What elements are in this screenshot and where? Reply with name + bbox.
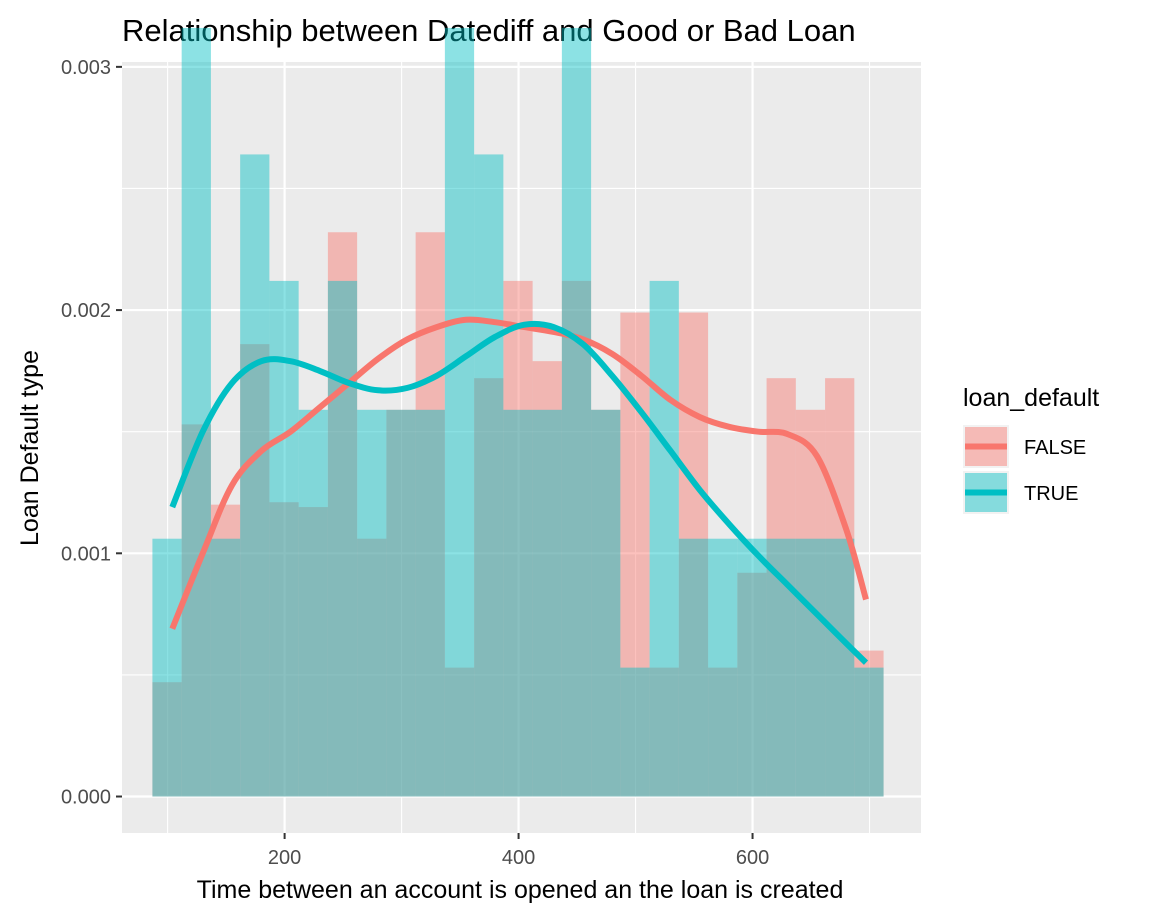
histogram-bar-true [503, 409, 533, 797]
histogram-bar-true [678, 538, 709, 797]
histogram-bar-false [386, 409, 416, 797]
histogram-bar-true [386, 409, 416, 797]
histogram-bar-true [737, 538, 767, 797]
plot-panel [122, 62, 921, 833]
histogram-bar-false [240, 344, 270, 797]
histogram-bar-false [708, 667, 738, 797]
histogram-bar-false [532, 361, 562, 797]
histogram-bar-false [152, 682, 182, 797]
chart-title: Relationship between Datediff and Good o… [122, 13, 856, 48]
x-axis: 200 400 600 [268, 833, 769, 869]
histogram-bar-false [357, 538, 387, 797]
legend-label-true: TRUE [1024, 483, 1078, 505]
histogram-bar-false [503, 280, 533, 797]
histogram-bar-true [240, 154, 270, 797]
histogram-bar-true [210, 538, 241, 797]
histogram-bar-true [357, 409, 387, 797]
histogram-bar-true [561, 27, 592, 797]
density-curve-true [169, 320, 869, 665]
histogram-bar-false [181, 424, 211, 797]
x-tick-label: 200 [268, 847, 301, 869]
histogram-bar-false [678, 312, 709, 797]
x-tick-label: 600 [736, 847, 769, 869]
histogram-bar-true [620, 667, 650, 797]
y-tick-label: 0.002 [61, 300, 111, 322]
density-curves [169, 316, 869, 665]
histogram-bar-true [854, 667, 884, 797]
histogram-bar-true [532, 409, 562, 797]
histogram-bar-false [269, 502, 299, 797]
histogram-bar-false [825, 378, 855, 797]
histogram-bar-true [825, 538, 855, 797]
histogram-bar-true [795, 538, 826, 797]
histogram-bar-true [444, 27, 475, 797]
histogram-bar-true [298, 409, 328, 797]
histogram-bar-false [795, 409, 826, 797]
y-axis: 0.000 0.001 0.002 0.003 [61, 57, 122, 809]
histogram-true [152, 27, 884, 797]
histogram-bar-true [269, 280, 299, 797]
histogram-bar-true [327, 280, 358, 797]
histogram-bar-false [854, 650, 884, 797]
grid-major [122, 62, 921, 833]
histogram-bar-true [649, 280, 679, 797]
histogram-bar-false [327, 232, 358, 797]
legend-label-false: FALSE [1024, 437, 1086, 459]
histogram-bar-true [415, 409, 445, 797]
y-axis-title: Loan Default type [16, 350, 44, 546]
histogram-bar-false [561, 280, 592, 797]
histogram-bar-false [649, 667, 679, 797]
histogram-bar-true [708, 538, 738, 797]
histogram-false [152, 232, 884, 797]
histogram-bar-true [181, 27, 211, 797]
histogram-bar-false [591, 409, 621, 797]
histogram-bar-true [152, 538, 182, 797]
y-tick-label: 0.000 [61, 787, 111, 809]
y-tick-label: 0.003 [61, 57, 111, 79]
legend: loan_default FALSE TRUE [963, 384, 1099, 514]
x-axis-title: Time between an account is opened an the… [197, 876, 844, 904]
y-tick-label: 0.001 [61, 543, 111, 565]
histogram-bar-true [474, 154, 504, 797]
histogram-bar-false [474, 378, 504, 797]
histogram-bar-false [444, 667, 475, 797]
x-tick-label: 400 [502, 847, 535, 869]
histogram-bar-true [591, 409, 621, 797]
histogram-bar-false [737, 572, 767, 797]
histogram-bar-false [298, 507, 328, 797]
histogram-bar-false [210, 504, 241, 797]
legend-title: loan_default [963, 384, 1099, 412]
